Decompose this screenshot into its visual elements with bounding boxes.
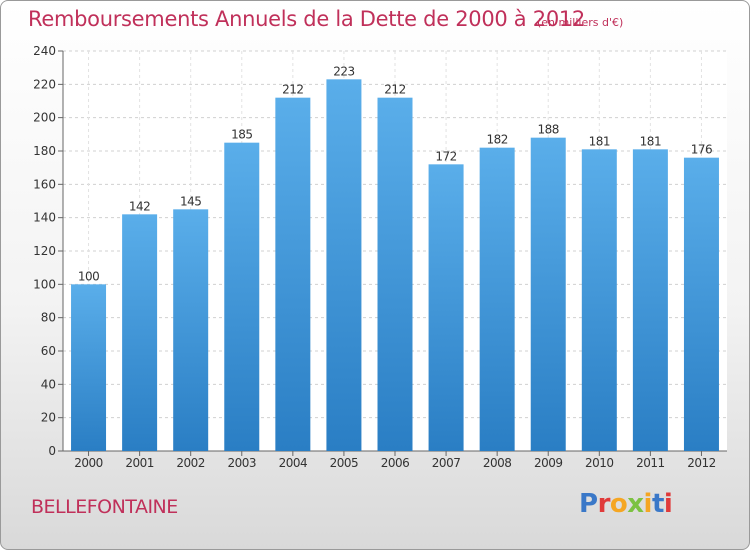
- y-tick-label: 0: [48, 444, 56, 458]
- bar: [530, 137, 566, 451]
- x-tick-label: 2006: [381, 456, 410, 470]
- bar: [479, 147, 515, 451]
- data-label: 188: [538, 123, 559, 137]
- logo-letter: r: [597, 489, 611, 519]
- bar: [275, 97, 311, 452]
- data-label: 223: [333, 64, 354, 78]
- proxiti-logo: Proxiti: [579, 489, 673, 519]
- y-tick-label: 40: [41, 377, 56, 391]
- x-tick-label: 2011: [636, 456, 665, 470]
- chart-unit: (en milliers d'€): [537, 16, 624, 29]
- bar: [173, 209, 209, 451]
- labels: 0 20 40 60 80 100 120 140 160 180 200 220 240 100 2000…: [33, 44, 716, 470]
- data-label: 182: [486, 133, 507, 147]
- logo-letter: x: [627, 489, 644, 519]
- data-label: 172: [435, 149, 456, 163]
- data-label: 145: [180, 194, 201, 208]
- x-tick-label: 2009: [534, 456, 563, 470]
- data-label: 212: [282, 83, 303, 97]
- logo-letter: o: [609, 489, 628, 519]
- y-tick-label: 20: [41, 411, 56, 425]
- x-tick-label: 2008: [483, 456, 512, 470]
- x-tick-label: 2007: [432, 456, 461, 470]
- y-tick-label: 100: [33, 277, 56, 291]
- bar: [122, 214, 158, 451]
- bar: [224, 142, 260, 451]
- data-label: 100: [78, 269, 99, 283]
- bar: [428, 164, 464, 452]
- y-tick-label: 220: [33, 77, 56, 91]
- data-label: 142: [129, 199, 150, 213]
- y-tick-label: 240: [33, 44, 56, 58]
- bar: [71, 284, 107, 451]
- y-tick-label: 180: [33, 144, 56, 158]
- x-tick-label: 2000: [74, 456, 103, 470]
- x-tick-label: 2010: [585, 456, 614, 470]
- city-name: BELLEFONTAINE: [31, 496, 178, 518]
- x-tick-label: 2002: [176, 456, 205, 470]
- bar: [683, 157, 719, 451]
- bar: [632, 149, 668, 452]
- data-label: 176: [691, 143, 712, 157]
- y-tick-label: 120: [33, 244, 56, 258]
- x-tick-label: 2012: [687, 456, 716, 470]
- data-label: 181: [589, 134, 610, 148]
- bar: [377, 97, 413, 452]
- data-label: 212: [384, 83, 405, 97]
- y-tick-label: 160: [33, 177, 56, 191]
- y-tick-label: 60: [41, 344, 56, 358]
- data-label: 185: [231, 128, 252, 142]
- bar: [326, 79, 362, 451]
- bars: [71, 79, 719, 452]
- logo-letter: t: [651, 489, 664, 519]
- x-tick-label: 2003: [227, 456, 256, 470]
- x-tick-label: 2004: [279, 456, 308, 470]
- bar: [581, 149, 617, 452]
- x-tick-label: 2005: [330, 456, 359, 470]
- logo-letter: i: [643, 489, 653, 519]
- logo-letter: P: [579, 489, 598, 519]
- chart-title: Remboursements Annuels de la Dette de 20…: [28, 7, 585, 31]
- x-tick-label: 2001: [125, 456, 154, 470]
- y-tick-label: 80: [41, 311, 56, 325]
- y-tick-label: 200: [33, 111, 56, 125]
- logo-letter: i: [663, 489, 673, 519]
- data-label: 181: [640, 134, 661, 148]
- y-tick-label: 140: [33, 211, 56, 225]
